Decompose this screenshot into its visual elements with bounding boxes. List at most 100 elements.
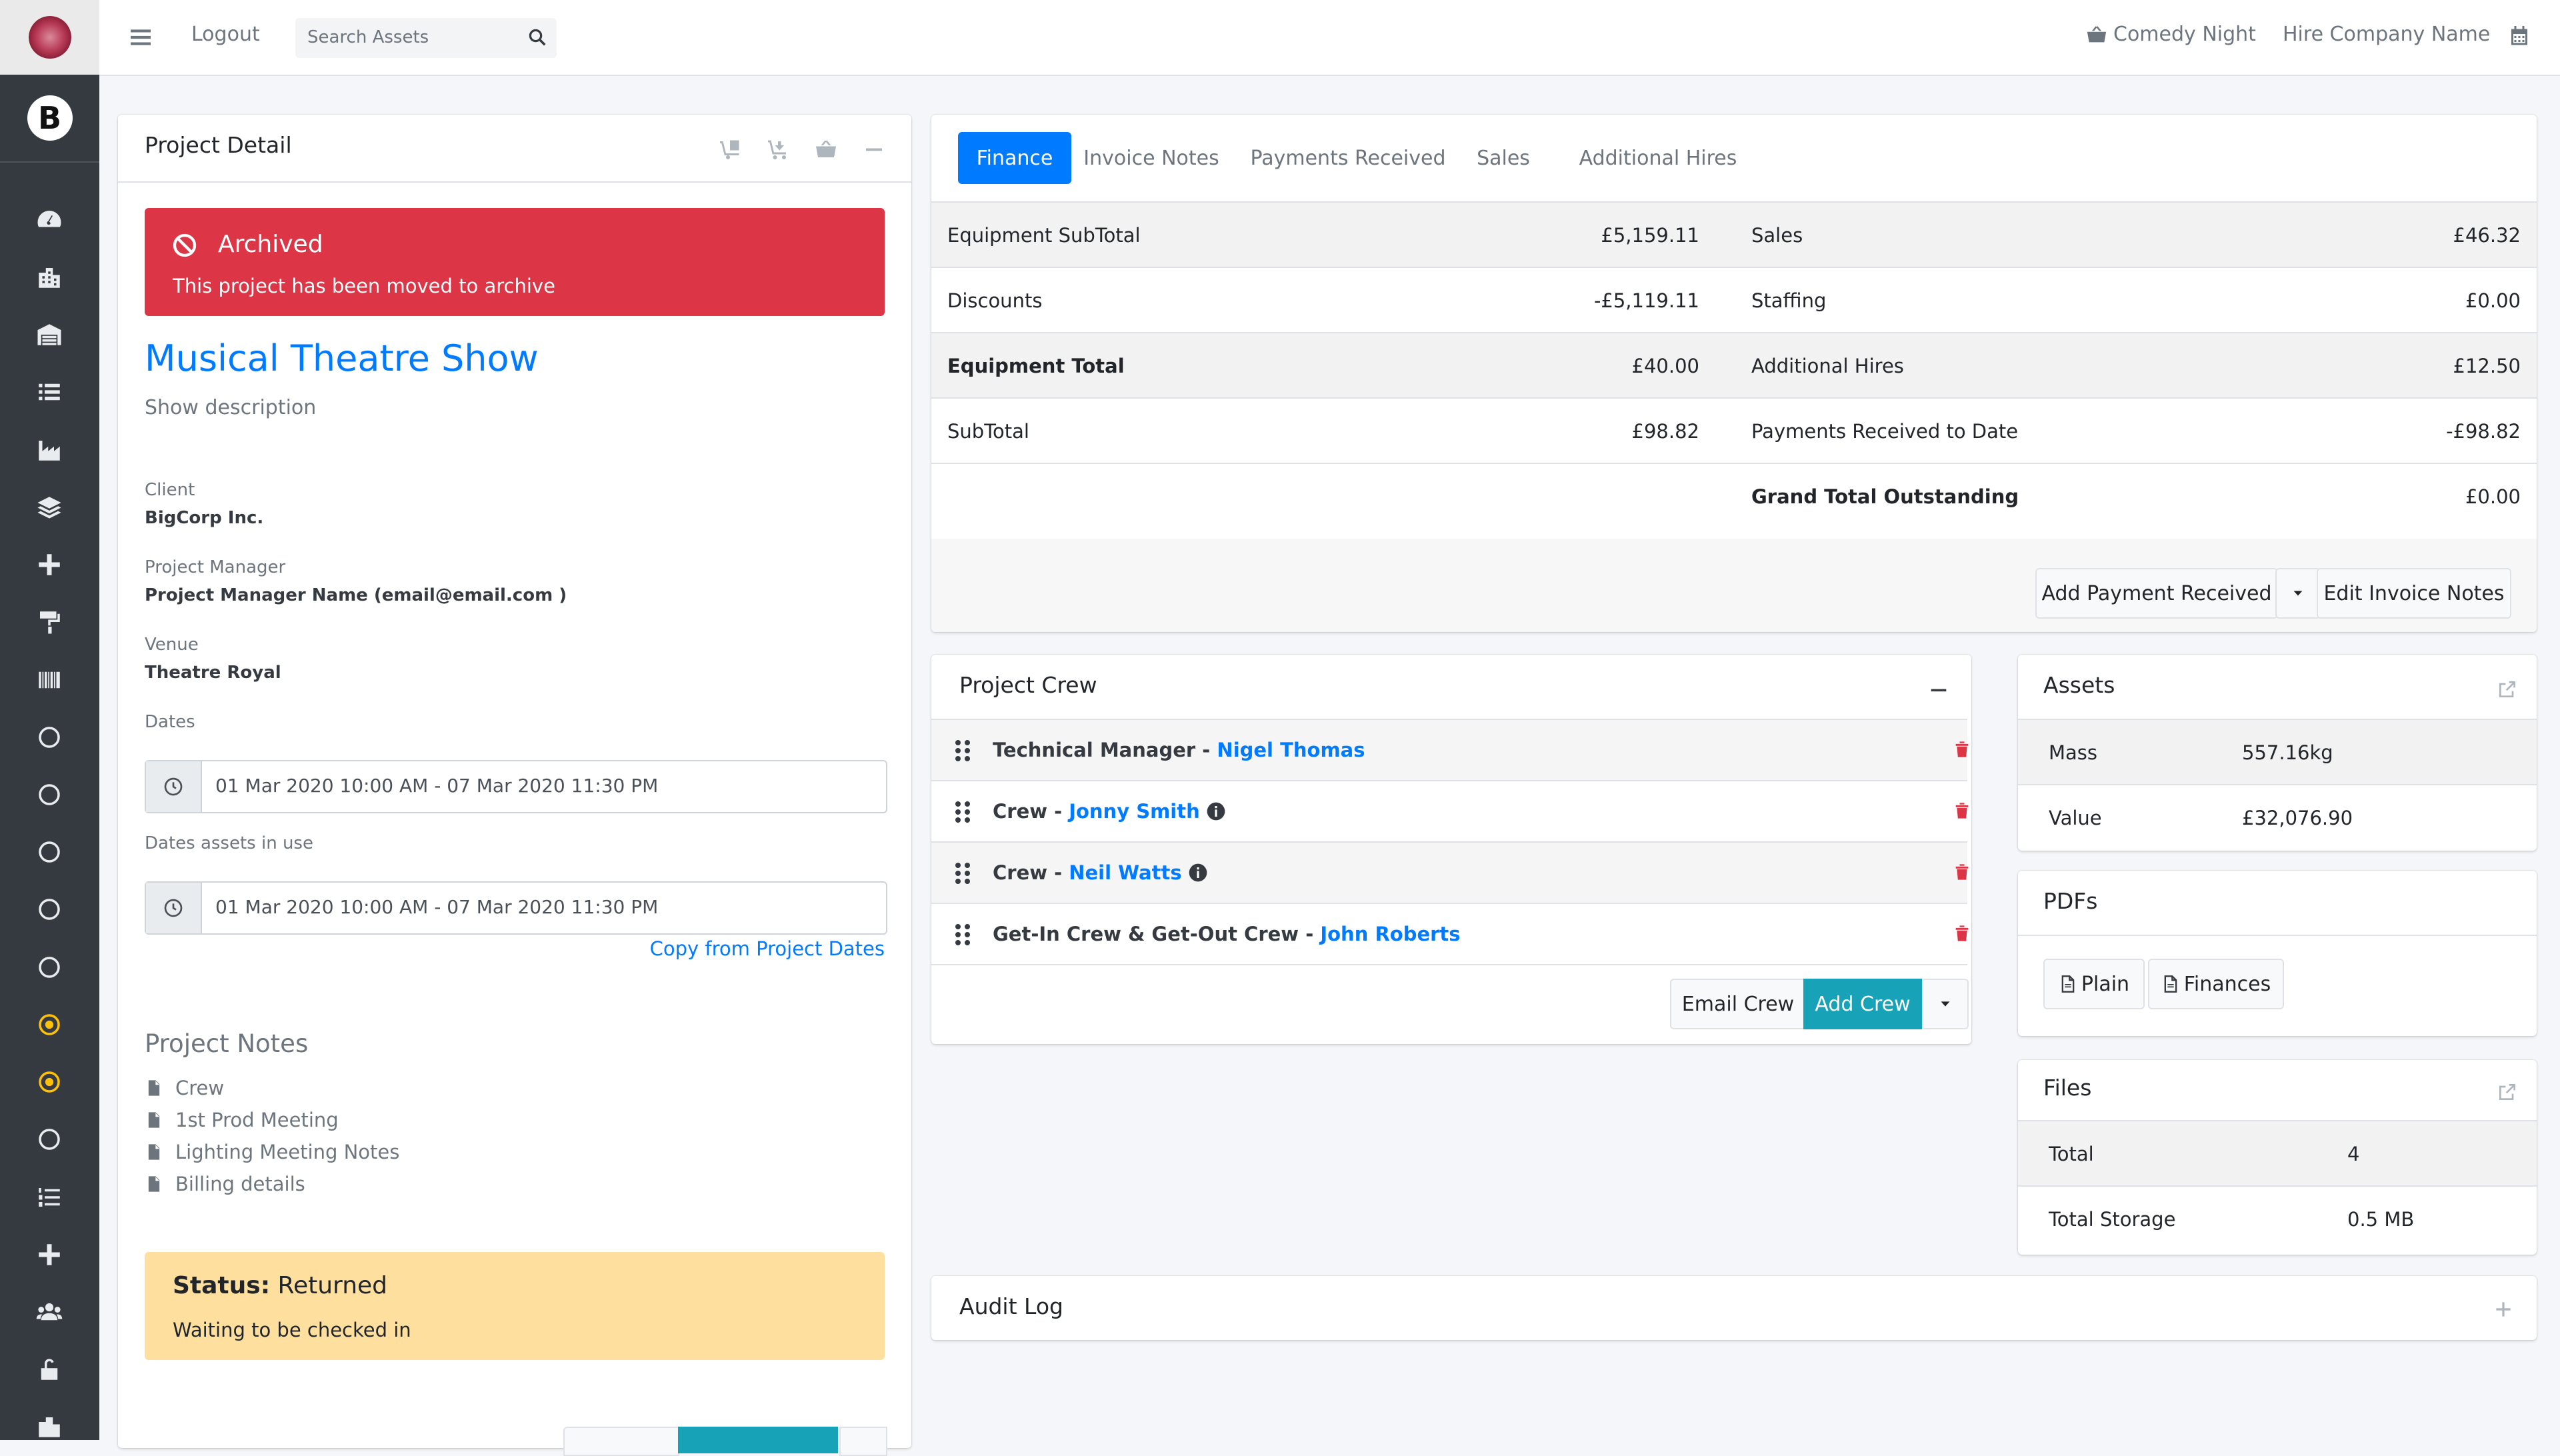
finance-row: Grand Total Outstanding £0.00 — [931, 463, 2537, 540]
basket-icon[interactable] — [814, 137, 838, 161]
paint-roller-icon[interactable] — [31, 604, 67, 640]
circle-icon[interactable] — [31, 949, 67, 985]
active-circle-icon[interactable] — [31, 1064, 67, 1100]
add-crew-dropdown[interactable] — [1922, 979, 1969, 1029]
company-logo[interactable] — [0, 0, 99, 75]
project-notes-title: Project Notes — [145, 1029, 309, 1058]
add-payment-button[interactable]: Add Payment Received — [2035, 568, 2278, 619]
crew-member-link[interactable]: Jonny Smith — [1069, 800, 1200, 823]
footer-button[interactable] — [563, 1427, 679, 1456]
finance-card: Finance Invoice Notes Payments Received … — [931, 115, 2537, 632]
drag-handle-icon[interactable] — [954, 739, 971, 763]
info-row: Value £32,076.90 — [2018, 784, 2537, 851]
clock-icon — [164, 899, 183, 917]
trash-icon[interactable] — [1953, 923, 1971, 944]
buildings-icon[interactable] — [31, 259, 67, 295]
circle-icon[interactable] — [31, 1121, 67, 1157]
add-payment-dropdown[interactable] — [2275, 568, 2321, 619]
project-manager-label: Project Manager — [145, 557, 286, 577]
info-icon[interactable] — [1187, 862, 1209, 883]
logout-link[interactable]: Logout — [191, 23, 260, 46]
info-row: Mass 557.16kg — [2018, 719, 2537, 785]
minimize-icon[interactable] — [1927, 679, 1950, 701]
footer-dropdown-button[interactable] — [839, 1427, 887, 1456]
unlock-icon[interactable] — [31, 1351, 67, 1387]
building-icon[interactable] — [31, 1409, 67, 1445]
caret-down-icon — [1941, 1001, 1950, 1007]
status-text: Waiting to be checked in — [173, 1319, 411, 1341]
external-link-icon[interactable] — [2497, 679, 2518, 700]
minimize-icon[interactable] — [862, 137, 886, 161]
circle-icon[interactable] — [31, 719, 67, 755]
tab-finance[interactable]: Finance — [958, 132, 1071, 184]
brand-logo[interactable]: B — [0, 75, 99, 163]
crew-member-link[interactable]: Nigel Thomas — [1217, 739, 1365, 761]
current-project-link[interactable]: Comedy Night — [2085, 23, 2256, 46]
external-link-icon[interactable] — [2497, 1081, 2518, 1103]
note-item[interactable]: 1st Prod Meeting — [145, 1104, 399, 1136]
list-icon[interactable] — [31, 374, 67, 410]
files-card: Files Total 4 Total Storage 0.5 MB — [2018, 1060, 2537, 1255]
warehouse-icon[interactable] — [31, 317, 67, 353]
note-item[interactable]: Billing details — [145, 1168, 399, 1200]
project-name[interactable]: Musical Theatre Show — [145, 337, 539, 379]
search-icon[interactable] — [527, 27, 547, 47]
footer-primary-button[interactable] — [678, 1427, 838, 1453]
assets-dates-input[interactable]: 01 Mar 2020 10:00 AM - 07 Mar 2020 11:30… — [145, 881, 887, 935]
dashboard-icon[interactable] — [31, 202, 67, 238]
trash-icon[interactable] — [1953, 739, 1971, 760]
note-item[interactable]: Lighting Meeting Notes — [145, 1136, 399, 1168]
dolly-icon[interactable] — [718, 137, 742, 161]
copy-dates-link[interactable]: Copy from Project Dates — [649, 937, 885, 960]
industry-icon[interactable] — [31, 432, 67, 468]
status-label: Status: — [173, 1272, 271, 1299]
drag-handle-icon[interactable] — [954, 800, 971, 824]
pdf-finances-button[interactable]: Finances — [2148, 959, 2284, 1009]
client-label: Client — [145, 480, 195, 500]
plus-icon[interactable] — [31, 1237, 67, 1273]
note-item[interactable]: Crew — [145, 1072, 399, 1104]
layers-icon[interactable] — [31, 489, 67, 525]
calendar-icon[interactable] — [2507, 24, 2531, 51]
email-crew-button[interactable]: Email Crew — [1670, 979, 1806, 1029]
assets-title: Assets — [2043, 672, 2115, 698]
company-name[interactable]: Hire Company Name — [2283, 23, 2491, 46]
client-value: BigCorp Inc. — [145, 508, 264, 528]
info-row: Total Storage 0.5 MB — [2018, 1185, 2537, 1252]
tab-sales[interactable]: Sales — [1477, 146, 1530, 170]
status-callout: Status: Returned Waiting to be checked i… — [145, 1252, 885, 1360]
tab-invoice-notes[interactable]: Invoice Notes — [1083, 146, 1219, 170]
edit-invoice-notes-button[interactable]: Edit Invoice Notes — [2317, 568, 2511, 619]
trash-icon[interactable] — [1953, 800, 1971, 821]
pdfs-card: PDFs Plain Finances — [2018, 871, 2537, 1036]
finance-row: SubTotal £98.82 Payments Received to Dat… — [931, 397, 2537, 464]
sidebar: B — [0, 0, 99, 1440]
show-description-link[interactable]: Show description — [145, 396, 317, 419]
search-input[interactable]: Search Assets — [295, 18, 557, 58]
dates-input[interactable]: 01 Mar 2020 10:00 AM - 07 Mar 2020 11:30… — [145, 760, 887, 813]
trash-icon[interactable] — [1953, 861, 1971, 883]
crew-member-link[interactable]: John Roberts — [1320, 923, 1461, 945]
crew-member-link[interactable]: Neil Watts — [1069, 861, 1182, 884]
info-icon[interactable] — [1205, 801, 1227, 822]
crew-title: Project Crew — [959, 672, 1097, 698]
barcode-icon[interactable] — [31, 662, 67, 698]
users-icon[interactable] — [31, 1294, 67, 1330]
expand-plus-icon[interactable] — [2493, 1299, 2514, 1320]
circle-icon[interactable] — [31, 891, 67, 927]
cart-arrow-icon[interactable] — [766, 137, 790, 161]
drag-handle-icon[interactable] — [954, 861, 971, 885]
tab-additional-hires[interactable]: Additional Hires — [1579, 146, 1737, 170]
circle-icon[interactable] — [31, 834, 67, 870]
ordered-list-icon[interactable] — [31, 1179, 67, 1215]
active-circle-icon[interactable] — [31, 1007, 67, 1043]
pdf-plain-button[interactable]: Plain — [2043, 959, 2145, 1009]
dates-label: Dates — [145, 712, 195, 732]
drag-handle-icon[interactable] — [954, 923, 971, 947]
hamburger-menu-icon[interactable] — [127, 24, 154, 51]
circle-icon[interactable] — [31, 777, 67, 813]
add-crew-button[interactable]: Add Crew — [1803, 979, 1922, 1029]
file-icon — [148, 1144, 160, 1160]
plus-icon[interactable] — [31, 547, 67, 583]
tab-payments-received[interactable]: Payments Received — [1250, 146, 1446, 170]
